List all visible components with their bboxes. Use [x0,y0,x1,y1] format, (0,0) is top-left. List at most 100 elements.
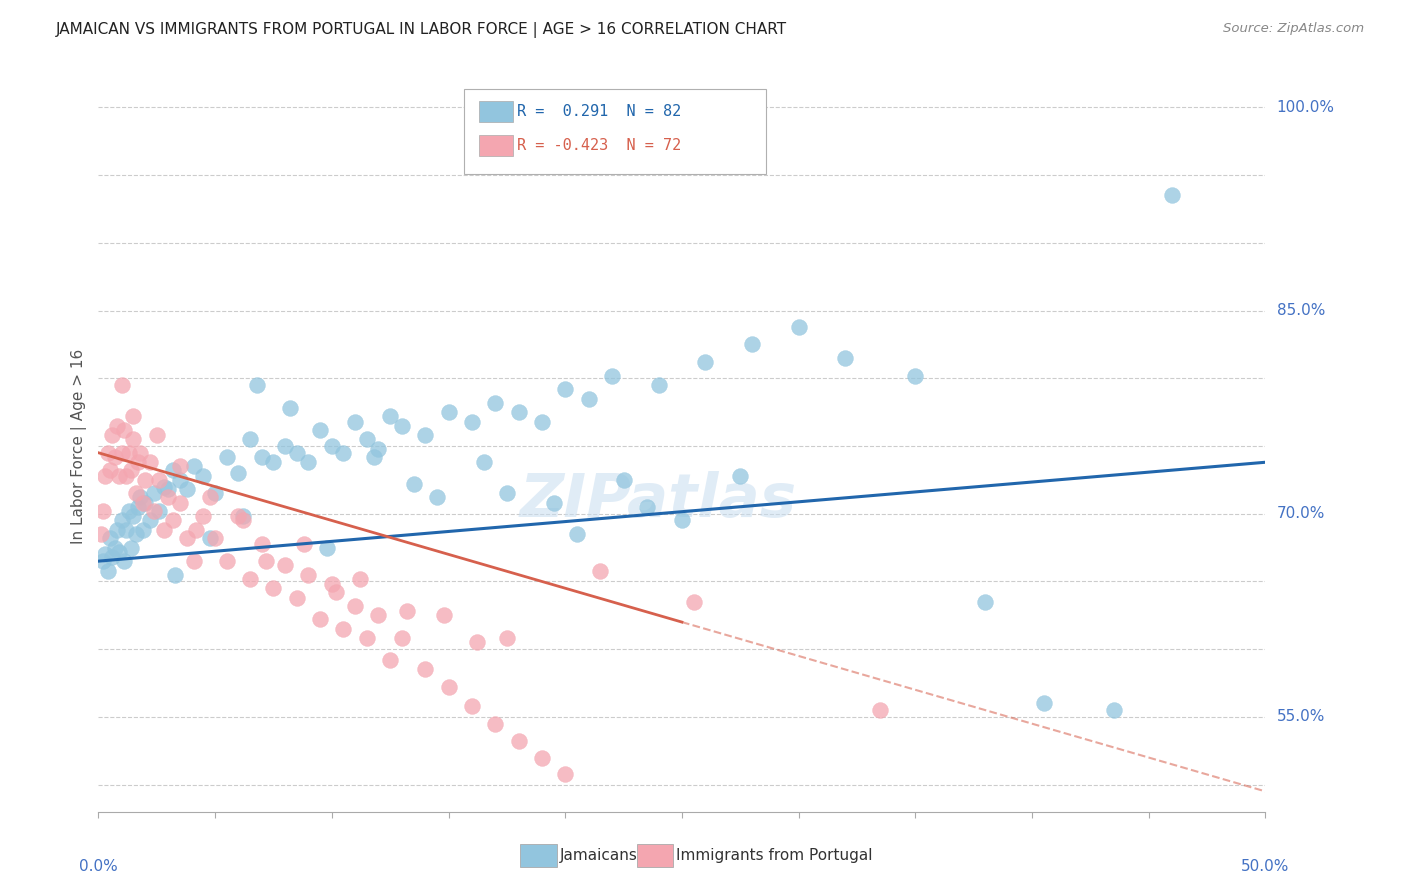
Point [165,567,187,582]
Text: Immigrants from Portugal: Immigrants from Portugal [676,848,873,863]
Point [262,455,284,469]
Point [101,428,124,442]
Point [380,653,402,667]
Text: 100.0%: 100.0% [1277,100,1334,115]
Point [91,554,114,568]
Point [316,541,339,555]
Point [297,455,319,469]
Point [250,536,273,550]
Point [278,401,301,415]
Point [108,468,131,483]
Point [143,504,166,518]
Point [246,378,269,392]
Point [97,446,120,460]
Point [204,531,226,545]
Point [391,418,413,433]
Point [148,473,170,487]
Point [162,514,184,528]
Point [309,612,332,626]
Point [730,468,752,483]
Point [125,527,148,541]
Point [356,632,378,646]
Point [262,581,284,595]
Text: 70.0%: 70.0% [1277,507,1324,521]
Point [612,473,634,487]
Point [554,382,576,396]
Point [292,536,315,550]
Point [787,319,810,334]
Point [200,531,222,545]
Point [1161,188,1184,202]
Point [186,523,208,537]
Point [134,473,156,487]
Point [228,466,250,480]
Point [94,547,117,561]
Point [578,392,600,406]
Point [1032,697,1054,711]
Point [465,635,488,649]
Point [600,368,623,383]
Point [496,486,519,500]
Point [120,541,142,555]
Point [589,564,612,578]
Point [104,450,127,464]
Point [367,608,389,623]
Point [228,509,250,524]
Point [118,446,141,460]
Point [101,550,124,565]
Point [565,527,588,541]
Text: 85.0%: 85.0% [1277,303,1324,318]
Text: R =  0.291  N = 82: R = 0.291 N = 82 [517,104,682,119]
Point [380,409,402,424]
Point [148,504,170,518]
Text: ZIPatlas: ZIPatlas [520,471,797,530]
Point [426,491,449,505]
Point [437,405,460,419]
Point [344,599,367,613]
Point [127,500,149,514]
Point [112,423,135,437]
Point [129,491,152,505]
Text: 50.0%: 50.0% [1241,859,1289,874]
Point [332,622,354,636]
Point [274,439,297,453]
Point [111,378,134,392]
Point [741,337,763,351]
Point [433,608,456,623]
Point [200,491,222,505]
Point [134,496,156,510]
Point [325,585,347,599]
Point [239,432,262,446]
Point [127,455,149,469]
Point [176,483,198,497]
Point [139,455,162,469]
Point [105,418,128,433]
Point [309,423,332,437]
Point [122,432,145,446]
Text: 0.0%: 0.0% [79,859,118,874]
Point [395,604,418,618]
Point [111,514,134,528]
Point [367,442,389,456]
Point [120,463,142,477]
Point [139,514,162,528]
Point [413,663,436,677]
Point [496,632,519,646]
Text: 55.0%: 55.0% [1277,709,1324,724]
Point [94,468,117,483]
Point [111,446,134,460]
Point [98,463,121,477]
Point [285,446,308,460]
Point [122,509,145,524]
Point [391,632,413,646]
Point [834,351,856,365]
Point [530,750,553,764]
Point [129,446,152,460]
Text: R = -0.423  N = 72: R = -0.423 N = 72 [517,138,682,153]
Point [239,572,262,586]
Point [974,595,997,609]
Point [132,523,155,537]
Point [554,766,576,780]
Point [297,567,319,582]
Point [157,491,180,505]
